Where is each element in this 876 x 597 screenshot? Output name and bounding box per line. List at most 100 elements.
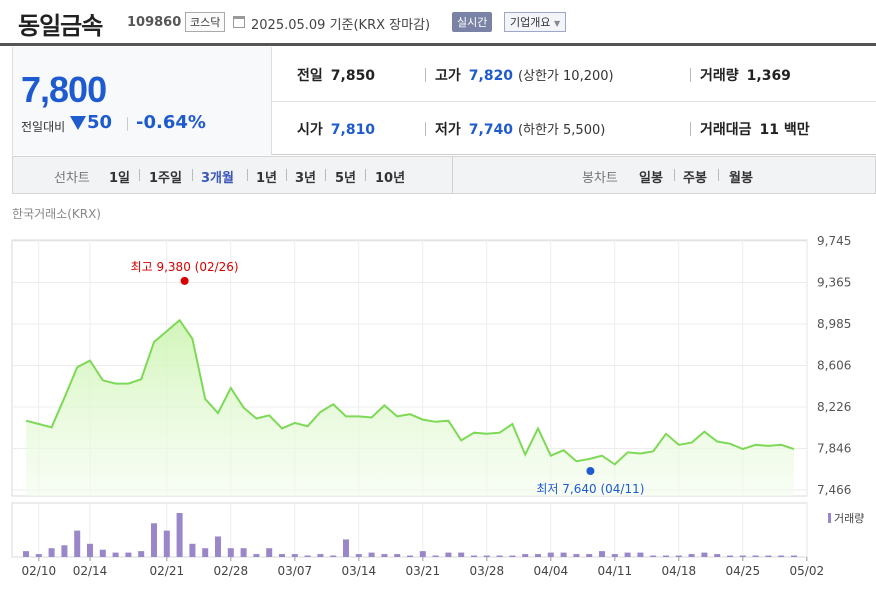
volume-bar — [240, 548, 247, 557]
volume-bar — [701, 552, 708, 557]
volume-label: 거래량 — [700, 68, 739, 84]
period-1d[interactable]: 1일 — [109, 171, 131, 186]
volume-bar — [483, 555, 490, 557]
candle-chart-label: 봉차트 — [582, 171, 618, 186]
volume-bar — [637, 552, 644, 557]
volume-bar — [778, 555, 785, 557]
line-chart-label: 선차트 — [54, 171, 90, 186]
volume-bar — [752, 555, 759, 557]
divider — [286, 169, 287, 181]
quote-panel: 7,800 전일대비 50 -0.64% 전일 7,850 고가 7,820 (상한… — [12, 47, 876, 155]
prev-close: 전일 7,850 — [297, 65, 375, 85]
volume-bar — [215, 536, 221, 557]
volume-bar — [176, 513, 183, 557]
y-tick-label: 7,846 — [817, 441, 851, 455]
volume-bar — [522, 554, 529, 557]
y-tick-label: 8,226 — [817, 400, 851, 414]
company-info-dropdown[interactable]: 기업개요 ▼ — [504, 12, 567, 32]
volume-bar — [573, 554, 580, 557]
high-annotation: 최고 9,380 (02/26) — [131, 260, 239, 274]
volume-bar — [227, 548, 234, 557]
period-3m[interactable]: 3개월 — [201, 171, 234, 186]
open-label: 시가 — [297, 122, 323, 138]
volume-bar — [458, 552, 465, 557]
current-price-box: 7,800 전일대비 50 -0.64% — [12, 47, 272, 155]
volume-bar — [163, 530, 170, 557]
as-of-date: 2025.05.09 기준(KRX 장마감) — [251, 18, 431, 33]
period-3y[interactable]: 3년 — [295, 171, 317, 186]
realtime-button[interactable]: 실시간 — [452, 12, 493, 32]
volume-bar — [739, 555, 746, 557]
volume-legend-label: 거래량 — [834, 512, 864, 525]
y-tick-label: 7,466 — [817, 483, 851, 497]
stock-name: 동일금속 — [18, 12, 103, 40]
volume-bar — [330, 555, 337, 557]
volume-bar — [586, 554, 593, 557]
divider — [127, 117, 128, 131]
volume-bar — [496, 555, 503, 557]
high-value: 7,820 — [468, 68, 514, 84]
volume-bar — [23, 551, 29, 557]
divider — [272, 101, 876, 102]
divider — [425, 68, 426, 82]
x-tick-label: 02/14 — [73, 564, 108, 578]
volume-bar — [765, 555, 772, 557]
y-tick-label: 9,365 — [817, 276, 851, 290]
volume-bar — [675, 555, 682, 557]
stock-code: 109860 — [127, 15, 182, 30]
volume: 거래량 1,369 — [700, 65, 791, 85]
volume-bar — [99, 549, 106, 557]
divider — [690, 122, 691, 136]
volume-bar — [291, 554, 298, 557]
x-tick-label: 04/04 — [534, 564, 569, 578]
volume-bar — [419, 551, 426, 557]
prev-close-label: 전일 — [297, 68, 323, 84]
x-tick-label: 03/14 — [342, 564, 377, 578]
change-label: 전일대비 — [21, 120, 66, 134]
candle-weekly[interactable]: 주봉 — [683, 171, 707, 186]
divider — [452, 157, 453, 193]
period-1w[interactable]: 1주일 — [149, 171, 182, 186]
calendar-icon — [233, 16, 245, 28]
volume-bar — [125, 552, 132, 557]
current-price: 7,800 — [21, 69, 107, 110]
volume-bar — [48, 548, 55, 557]
period-5y[interactable]: 5년 — [335, 171, 357, 186]
amount-label: 거래대금 — [700, 122, 752, 138]
down-arrow-icon — [70, 116, 86, 130]
volume-bar — [138, 551, 145, 557]
change-amount: 50 — [87, 112, 113, 133]
candle-daily[interactable]: 일봉 — [639, 171, 663, 186]
period-10y[interactable]: 10년 — [375, 171, 406, 186]
volume-bar — [509, 555, 516, 557]
divider — [139, 169, 140, 181]
volume-bar — [650, 555, 657, 557]
volume-bar — [355, 554, 362, 557]
x-tick-label: 02/21 — [150, 564, 185, 578]
volume-bar — [202, 548, 209, 557]
volume-bar — [727, 555, 733, 557]
x-tick-label: 04/18 — [662, 564, 697, 578]
chevron-down-icon: ▼ — [553, 19, 561, 28]
y-tick-label: 8,985 — [817, 317, 851, 331]
price-line — [25, 318, 795, 466]
volume-bar — [74, 530, 81, 557]
x-tick-label: 03/28 — [470, 564, 505, 578]
candle-monthly[interactable]: 월봉 — [729, 171, 753, 186]
low-value: 7,740 — [468, 122, 514, 138]
volume-bar — [343, 539, 349, 557]
volume-bar — [151, 523, 157, 557]
volume-legend-swatch — [828, 513, 831, 523]
x-tick-label: 05/02 — [790, 564, 825, 578]
low-label: 저가 — [435, 122, 461, 138]
volume-bar — [663, 555, 669, 557]
volume-bar — [535, 554, 541, 557]
amount-value: 11 백만 — [759, 122, 810, 138]
volume-bar — [611, 554, 618, 557]
x-tick-label: 03/07 — [278, 564, 313, 578]
period-1y[interactable]: 1년 — [256, 171, 278, 186]
prev-close-value: 7,850 — [330, 68, 376, 84]
company-info-label: 기업개요 — [510, 16, 551, 29]
volume-bar — [368, 552, 375, 557]
